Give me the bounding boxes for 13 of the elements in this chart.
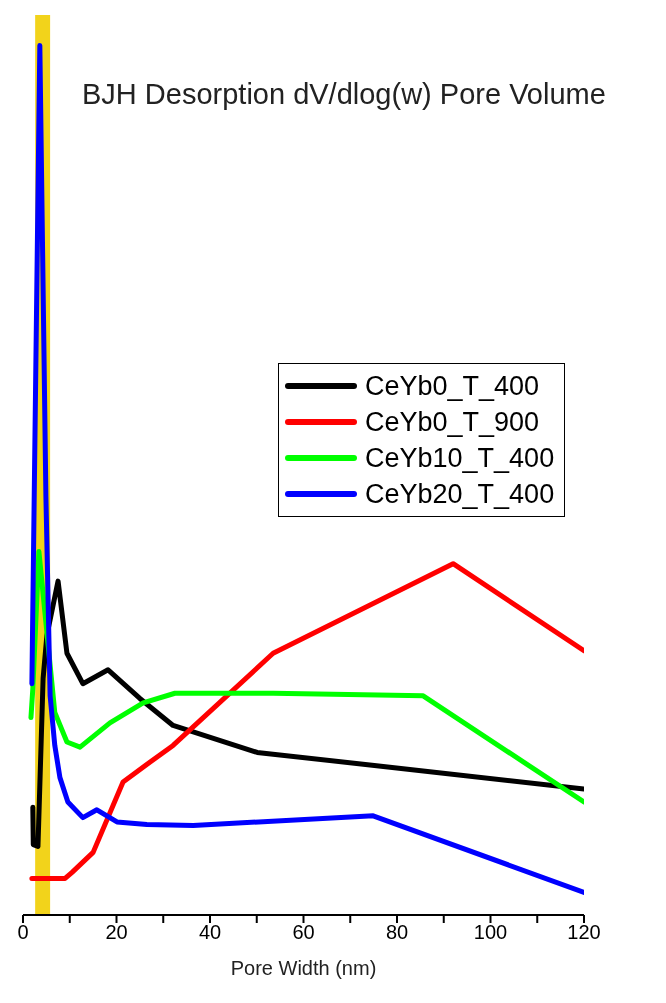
legend-label: CeYb20_T_400 [365,478,555,510]
legend-label: CeYb10_T_400 [365,442,555,474]
legend-label: CeYb0_T_400 [365,370,540,402]
x-tick-label: 40 [198,921,222,944]
legend-label: CeYb0_T_900 [365,406,540,438]
x-tick-label: 80 [385,921,409,944]
x-tick-label: 100 [473,921,508,944]
text: BJH Desorption dV/dlog(w) Pore Volume [82,78,606,111]
x-tick-label: 60 [292,921,315,944]
x-axis-title: Pore Width (nm) [230,957,377,979]
x-tick-label: 20 [105,921,128,944]
x-tick-label: 120 [567,921,601,944]
x-tick-label: 0 [17,921,29,944]
